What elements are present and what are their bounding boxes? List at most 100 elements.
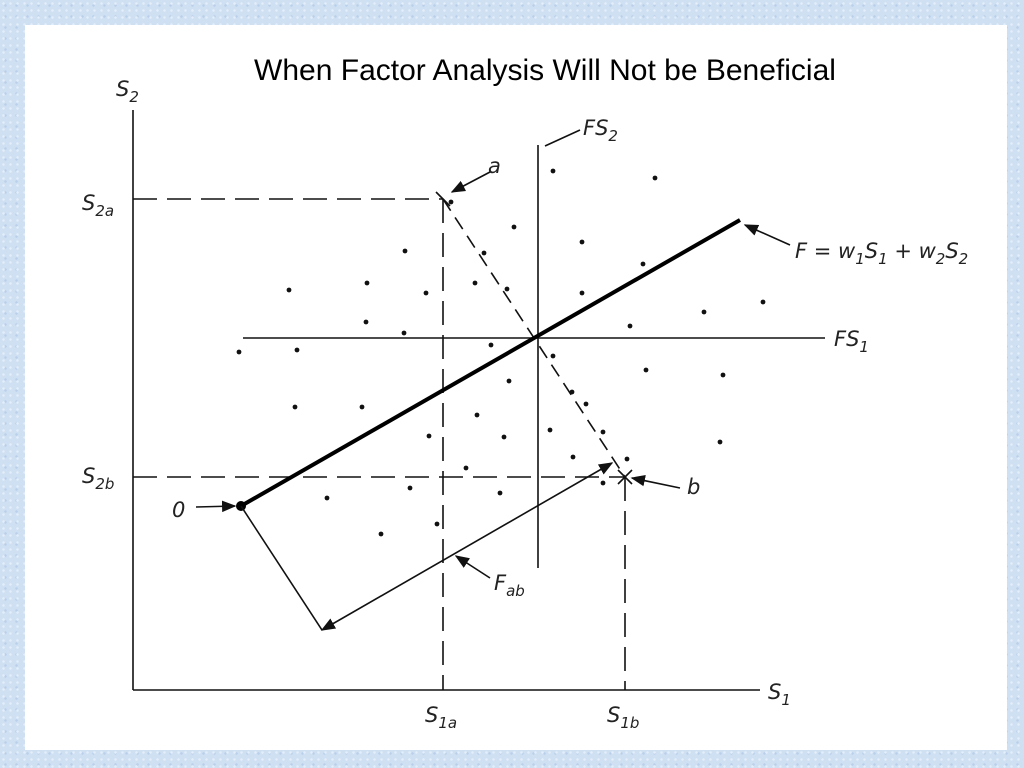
dot <box>717 439 723 445</box>
dot <box>448 199 454 205</box>
label-text: FS <box>583 116 608 140</box>
label-s2a: S2a <box>82 191 114 220</box>
subscript: 2 <box>959 250 969 268</box>
label-s2: S2 <box>116 77 139 106</box>
dot <box>472 280 478 286</box>
dot <box>547 427 553 433</box>
dot <box>640 261 646 267</box>
subscript: 1 <box>878 250 888 268</box>
label-text: a <box>488 154 501 178</box>
label-a: a <box>488 154 501 178</box>
dot <box>324 495 330 501</box>
dot <box>550 168 556 174</box>
dot <box>652 175 658 181</box>
dot <box>624 456 630 462</box>
label-text: 0 <box>172 498 185 522</box>
label-text: S <box>607 703 620 727</box>
dot <box>488 342 494 348</box>
dot <box>504 286 510 292</box>
factor-line <box>240 218 741 508</box>
projection-line <box>240 505 323 631</box>
label-origin: 0 <box>172 498 185 522</box>
dot <box>286 287 292 293</box>
subscript: 1 <box>859 338 869 356</box>
label-text: F = w <box>795 239 856 263</box>
dot <box>760 299 766 305</box>
label-text: S <box>945 239 958 263</box>
label-formula: F = w1S1 + w2S2 <box>795 239 968 268</box>
subscript: 2b <box>95 475 114 493</box>
dot <box>701 309 707 315</box>
label-text: b <box>687 475 700 499</box>
label-text: S <box>116 77 129 101</box>
dot <box>407 485 413 491</box>
pointer-line <box>544 129 581 147</box>
dot <box>481 250 487 256</box>
dot <box>474 412 480 418</box>
diagram <box>132 110 825 691</box>
panel <box>25 25 1007 750</box>
subscript: 2a <box>95 202 114 220</box>
dot <box>600 480 606 486</box>
dot <box>463 465 469 471</box>
fab-arrow <box>320 462 614 631</box>
dot <box>511 224 517 230</box>
subscript: 1 <box>855 250 865 268</box>
label-text: S <box>82 191 95 215</box>
subscript: 2 <box>608 127 618 145</box>
dot <box>643 367 649 373</box>
label-fs2: FS2 <box>583 116 618 145</box>
pointer-arrow <box>195 500 237 513</box>
label-text: F <box>494 571 507 595</box>
pointer-arrow <box>454 555 491 579</box>
label-s1a: S1a <box>425 703 457 732</box>
dot <box>236 349 242 355</box>
label-text: S <box>425 703 438 727</box>
label-s2b: S2b <box>82 464 114 493</box>
dot <box>294 347 300 353</box>
subscript: 1 <box>781 691 791 709</box>
dot <box>579 239 585 245</box>
dot <box>359 404 365 410</box>
dot <box>720 372 726 378</box>
scatter-dots <box>236 168 766 537</box>
label-text: S <box>82 464 95 488</box>
subscript: 1b <box>620 714 639 732</box>
label-b: b <box>687 475 700 499</box>
label-text: + w <box>888 239 937 263</box>
dot <box>402 248 408 254</box>
cross-mark <box>435 191 451 207</box>
dot <box>600 429 606 435</box>
label-text: S <box>865 239 878 263</box>
label-text: S <box>768 680 781 704</box>
label-text: FS <box>834 327 859 351</box>
dot <box>506 378 512 384</box>
dot <box>497 490 503 496</box>
dot <box>423 290 429 296</box>
dot <box>292 404 298 410</box>
subscript: ab <box>506 582 525 600</box>
slide-title: When Factor Analysis Will Not be Benefic… <box>254 54 836 87</box>
dot <box>579 290 585 296</box>
pointer-arrow <box>450 171 491 193</box>
cross-mark <box>617 469 633 485</box>
dot <box>363 319 369 325</box>
label-fab: Fab <box>494 571 525 600</box>
subscript: 2 <box>129 88 139 106</box>
label-s1: S1 <box>768 680 791 709</box>
dot <box>569 389 575 395</box>
dot <box>364 280 370 286</box>
dot <box>583 401 589 407</box>
label-s1b: S1b <box>607 703 639 732</box>
subscript: 2 <box>936 250 946 268</box>
label-fs1: FS1 <box>834 327 869 356</box>
dot <box>550 353 556 359</box>
dot <box>401 330 407 336</box>
dot <box>434 521 440 527</box>
subscript: 1a <box>438 714 457 732</box>
pointer-arrow <box>743 224 791 246</box>
dot <box>426 433 432 439</box>
dot <box>501 434 507 440</box>
